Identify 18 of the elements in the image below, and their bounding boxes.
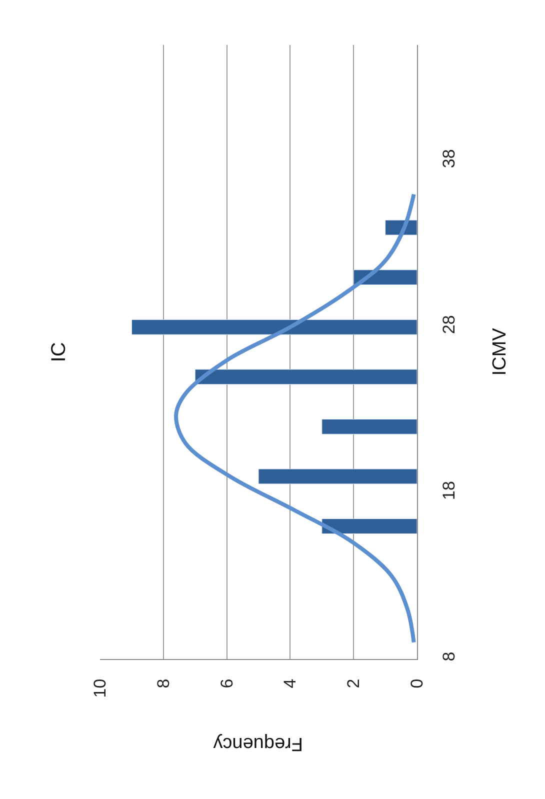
bar [258, 468, 417, 484]
x-tick-label: 2 [344, 678, 364, 688]
bar [194, 369, 417, 385]
x-tick-label: 0 [408, 678, 427, 688]
bar [322, 418, 417, 434]
x-tick-label: 8 [154, 678, 173, 688]
y-tick-label: 38 [439, 149, 458, 168]
bar [131, 319, 417, 335]
y-tick-label: 18 [439, 481, 458, 500]
x-axis-title: Frequency [212, 732, 303, 754]
y-tick-label: 8 [439, 652, 458, 662]
y-axis-title: ICMV [490, 328, 511, 376]
x-tick-label: 6 [217, 678, 236, 688]
bar [322, 518, 417, 534]
x-tick-label: 4 [280, 678, 300, 688]
x-tick-label: 10 [90, 678, 110, 698]
text: IC [48, 342, 70, 362]
y-tick-label: 28 [439, 315, 458, 334]
